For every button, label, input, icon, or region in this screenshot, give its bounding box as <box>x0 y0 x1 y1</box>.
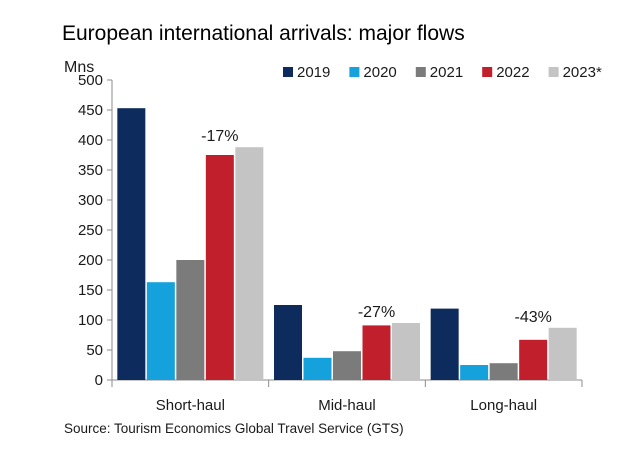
legend-label: 2022 <box>496 64 529 81</box>
source-note: Source: Tourism Economics Global Travel … <box>64 421 404 436</box>
bar <box>392 323 420 380</box>
bars <box>117 108 577 380</box>
y-tick-label: 350 <box>78 162 103 179</box>
legend-swatch <box>415 67 426 77</box>
annotation-label: -27% <box>358 304 395 321</box>
legend: 2019 2020 2021 2022 2023* <box>283 64 602 81</box>
bar <box>430 308 459 380</box>
y-tick-label: 450 <box>78 102 103 119</box>
legend-swatch <box>283 67 293 77</box>
annotation-label: -43% <box>514 309 551 326</box>
y-tick-label: 50 <box>86 342 103 359</box>
x-axis: Short-haul Mid-haul Long-haul <box>111 379 583 414</box>
bar <box>274 305 302 380</box>
annotations: -17% -27% -43% <box>201 128 552 326</box>
bar <box>333 351 361 380</box>
bar <box>235 147 264 380</box>
legend-label: 2020 <box>363 64 396 81</box>
legend-swatch <box>548 67 559 77</box>
bar <box>362 325 391 380</box>
y-tick-label: 300 <box>78 192 103 209</box>
x-tick-label: Mid-haul <box>318 397 376 414</box>
x-tick-label: Short-haul <box>156 397 225 414</box>
bar <box>117 108 146 380</box>
y-tick-label: 200 <box>78 252 103 269</box>
bar <box>303 357 332 380</box>
bar <box>460 365 489 380</box>
x-tick-label: Long-haul <box>470 397 537 414</box>
y-tick-label: 400 <box>78 132 103 149</box>
y-tick-label: 500 <box>78 72 103 89</box>
legend-label: 2019 <box>297 64 330 81</box>
y-tick-label: 100 <box>78 312 103 329</box>
bar <box>489 363 518 380</box>
legend-label: 2023* <box>563 64 602 81</box>
annotation-label: -17% <box>201 128 238 145</box>
legend-swatch <box>349 67 360 77</box>
legend-label: 2021 <box>430 64 463 81</box>
y-tick-label: 0 <box>95 372 103 389</box>
chart-title: European international arrivals: major f… <box>62 22 465 45</box>
legend-swatch <box>482 67 493 77</box>
y-tick-label: 150 <box>78 282 103 299</box>
bar <box>146 282 175 380</box>
y-axis-label: Mns <box>64 59 94 76</box>
bar <box>519 339 548 380</box>
bar <box>176 260 205 380</box>
bar <box>548 327 577 380</box>
bar <box>205 155 234 380</box>
y-tick-label: 250 <box>78 222 103 239</box>
